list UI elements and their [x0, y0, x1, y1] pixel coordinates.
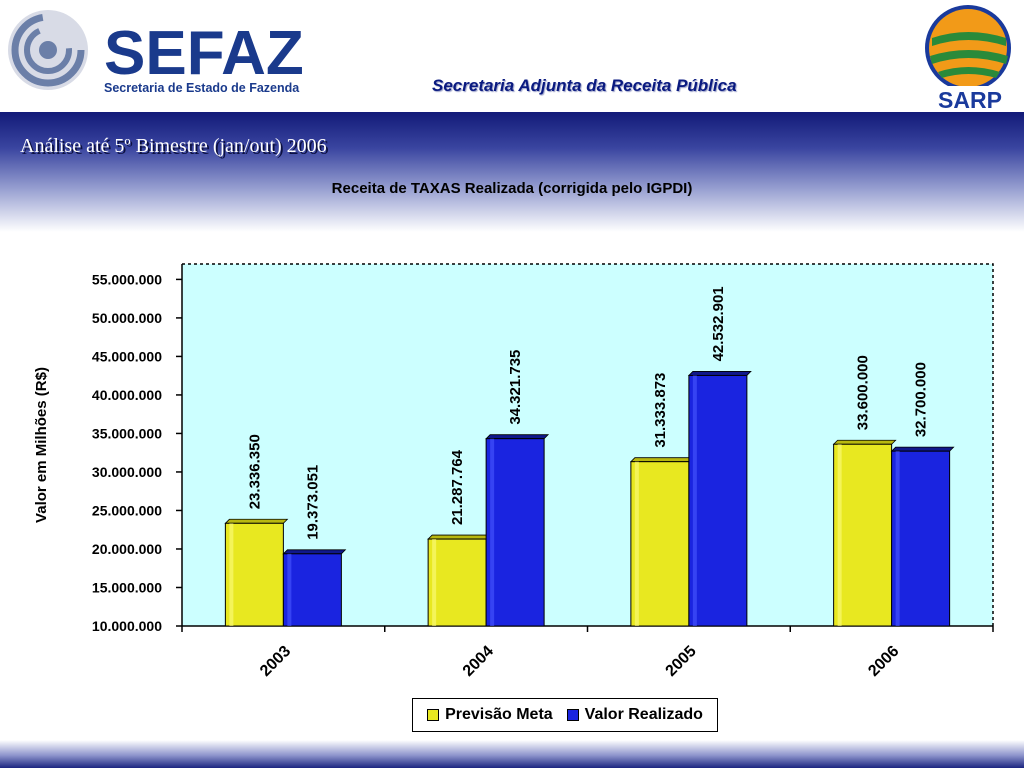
x-tick-label-2005: 2005	[663, 643, 700, 680]
sefaz-logo-subtitle: Secretaria de Estado de Fazenda	[104, 81, 300, 95]
bar-meta-2005-highlight	[634, 461, 639, 626]
bar-meta-2005	[630, 461, 690, 627]
data-label-realizado-2004: 34.321.735	[507, 350, 524, 425]
bar-realizado-2003-top	[282, 549, 347, 555]
bar-realizado-2003-highlight	[287, 553, 292, 626]
data-label-meta-2003: 23.336.350	[246, 434, 263, 509]
data-label-realizado-2003: 19.373.051	[304, 465, 321, 540]
bar-realizado-2004-highlight	[490, 438, 495, 626]
bar-meta-2006-top	[832, 439, 897, 445]
y-tick-label: 55.000.000	[92, 271, 162, 287]
slide-title: Análise até 5º Bimestre (jan/out) 2006	[20, 135, 327, 157]
bar-meta-2003	[224, 522, 284, 627]
data-label-meta-2005: 31.333.873	[652, 373, 669, 448]
legend-swatch-realizado	[566, 709, 579, 721]
bar-realizado-2005-top	[687, 371, 752, 376]
legend-item-realizado: Valor Realizado	[566, 706, 703, 724]
y-axis-title: Valor em Milhões (R$)	[33, 367, 50, 523]
title-band	[0, 112, 1024, 232]
x-tick-label-2003: 2003	[257, 643, 294, 680]
bar-realizado-2004-top	[485, 434, 550, 440]
bar-meta-2004	[427, 538, 487, 627]
bar-meta-2006	[833, 443, 893, 627]
y-tick-label: 15.000.000	[92, 579, 162, 595]
x-tick-label-2006: 2006	[865, 643, 902, 680]
bar-realizado-2005	[688, 374, 748, 627]
bar-realizado-2006-top	[890, 446, 955, 452]
bar-realizado-2003	[282, 553, 342, 627]
sarp-logo: SARP	[919, 5, 1022, 112]
data-label-meta-2006: 33.600.000	[855, 355, 872, 430]
legend-label-meta: Previsão Meta	[445, 706, 553, 723]
sefaz-logo-text: SEFAZ	[104, 19, 304, 88]
bar-realizado-2006-highlight	[895, 451, 900, 626]
x-tick-label-2004: 2004	[460, 643, 497, 680]
data-label-meta-2004: 21.287.764	[449, 449, 466, 525]
bar-meta-2004-top	[427, 534, 492, 540]
chart-title: Receita de TAXAS Realizada (corrigida pe…	[331, 180, 693, 197]
legend-item-meta: Previsão Meta	[427, 706, 553, 724]
sefaz-logo: SEFAZ Secretaria de Estado de Fazenda	[8, 10, 304, 95]
data-label-realizado-2005: 42.532.901	[710, 286, 727, 361]
bar-meta-2003-top	[224, 518, 289, 524]
y-tick-label: 45.000.000	[92, 348, 162, 364]
y-tick-label: 20.000.000	[92, 541, 162, 557]
bar-realizado-2004	[485, 438, 545, 627]
y-tick-label: 35.000.000	[92, 425, 162, 441]
legend-swatch-meta	[427, 709, 440, 721]
footer-band	[0, 740, 1024, 768]
header-subtitle: Secretaria Adjunta da Receita Pública	[432, 76, 737, 95]
bar-meta-2006-highlight	[837, 444, 842, 626]
legend-label-realizado: Valor Realizado	[584, 706, 703, 723]
sarp-logo-text: SARP	[938, 87, 1002, 112]
bar-realizado-2005-highlight	[692, 375, 697, 626]
y-tick-label: 50.000.000	[92, 310, 162, 326]
chart-legend: Previsão Meta Valor Realizado	[412, 698, 718, 732]
y-tick-label: 25.000.000	[92, 502, 162, 518]
bar-realizado-2006	[891, 450, 951, 627]
y-tick-label: 30.000.000	[92, 464, 162, 480]
y-tick-label: 10.000.000	[92, 618, 162, 634]
bar-meta-2005-top	[629, 457, 694, 463]
plot-border	[182, 263, 994, 626]
header: SEFAZ Secretaria de Estado de Fazenda SA…	[0, 0, 1024, 112]
data-label-realizado-2006: 32.700.000	[913, 362, 930, 437]
y-tick-label: 40.000.000	[92, 387, 162, 403]
bar-meta-2004-highlight	[432, 539, 437, 626]
bar-meta-2003-highlight	[229, 523, 234, 626]
